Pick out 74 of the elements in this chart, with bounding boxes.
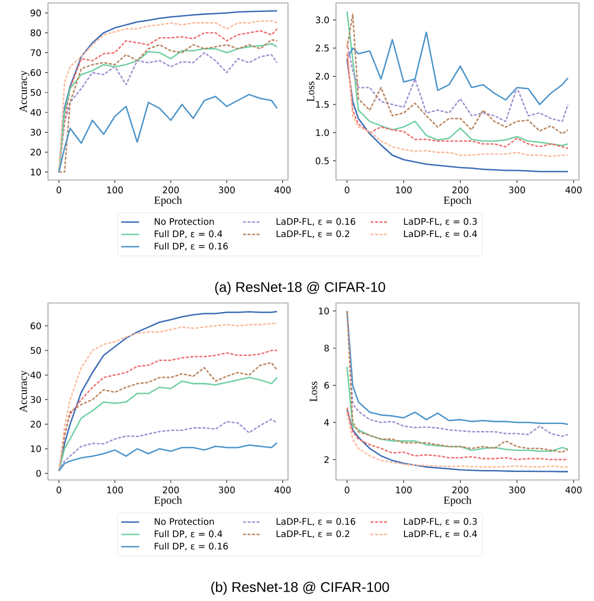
x-axis-title: Epoch [154, 196, 182, 206]
legend-label: LaDP-FL, ε = 0.3 [404, 218, 477, 226]
text: (a) ResNet-18 @ CIFAR-10 [215, 282, 386, 295]
y-tick-label: 40 [30, 108, 41, 116]
y-tick-label: 10 [31, 445, 41, 452]
x-tick-label: 400 [274, 486, 291, 494]
legend-label: LaDP-FL, ε = 0.2 [276, 230, 350, 238]
y-tick-label: 90 [30, 10, 41, 16]
y-tick-label: 0 [36, 470, 41, 477]
y-tick-label: 2.5 [316, 44, 329, 52]
y-axis-title: Accuracy [20, 70, 30, 112]
legend-label: LaDP-FL, ε = 0.16 [276, 218, 356, 226]
y-tick-label: 50 [30, 89, 41, 96]
legend-label: Full DP, ε = 0.16 [154, 242, 228, 250]
y-tick-label: 2.0 [316, 72, 329, 80]
x-tick-label: 400 [274, 186, 291, 194]
x-tick-label: 400 [565, 486, 582, 494]
y-tick-label: 8 [324, 344, 329, 352]
legend-label: LaDP-FL, ε = 0.4 [404, 530, 477, 538]
x-tick-label: 200 [162, 186, 179, 194]
line-series [58, 94, 278, 173]
y-tick-label: 60 [30, 322, 41, 330]
y-tick-label: 20 [30, 148, 41, 156]
y-tick-label: 1.0 [316, 129, 329, 136]
x-tick-label: 300 [509, 486, 525, 494]
x-tick-label: 100 [396, 186, 412, 194]
legend-label: LaDP-FL, ε = 0.16 [276, 518, 356, 526]
x-tick-label: 300 [509, 186, 525, 194]
text: (b) ResNet-18 @ CIFAR-100 [211, 582, 390, 595]
y-axis-title: Loss [307, 81, 314, 102]
y-tick-label: 30 [30, 396, 41, 404]
x-tick-label: 0 [56, 186, 62, 194]
y-axis-title: Accuracy [20, 370, 30, 412]
y-tick-label: 1.5 [316, 101, 329, 108]
x-tick-label: 400 [565, 186, 582, 194]
x-tick-label: 0 [344, 486, 350, 494]
line-series [58, 442, 278, 472]
x-axis-title: Epoch [444, 496, 472, 506]
x-tick-label: 300 [218, 186, 235, 194]
x-tick-label: 200 [452, 186, 468, 194]
y-tick-label: 80 [30, 29, 41, 36]
legend-label: Full DP, ε = 0.4 [154, 230, 222, 238]
x-tick-label: 300 [218, 486, 235, 494]
y-tick-label: 2 [324, 456, 329, 463]
y-tick-label: 30 [30, 128, 41, 136]
y-tick-label: 20 [30, 420, 41, 428]
x-tick-label: 0 [56, 486, 62, 494]
y-tick-label: 10 [319, 308, 329, 314]
x-axis-title: Epoch [154, 496, 182, 506]
y-tick-label: 10 [31, 168, 41, 176]
x-tick-label: 100 [396, 486, 412, 494]
line-series [346, 32, 569, 106]
y-tick-label: 50 [30, 347, 41, 354]
y-tick-label: 3.0 [316, 16, 329, 24]
legend-label: LaDP-FL, ε = 0.2 [276, 530, 350, 538]
x-tick-label: 200 [452, 486, 468, 494]
x-tick-label: 0 [344, 186, 350, 194]
x-tick-label: 100 [107, 486, 123, 494]
y-tick-label: 0.5 [316, 157, 329, 164]
legend-label: No Protection [154, 518, 214, 525]
y-tick-label: 70 [30, 49, 41, 56]
y-tick-label: 4 [324, 419, 329, 426]
legend-label: LaDP-FL, ε = 0.4 [404, 230, 477, 238]
legend-label: Full DP, ε = 0.4 [154, 530, 222, 538]
legend-label: No Protection [154, 218, 214, 225]
x-tick-label: 200 [162, 486, 179, 494]
legend-label: Full DP, ε = 0.16 [154, 542, 228, 550]
y-tick-label: 40 [30, 372, 41, 378]
y-tick-label: 6 [324, 382, 329, 389]
y-axis-title: Loss [310, 381, 318, 402]
y-tick-label: 60 [30, 69, 41, 76]
x-tick-label: 100 [107, 186, 123, 194]
x-axis-title: Epoch [444, 196, 472, 206]
legend-label: LaDP-FL, ε = 0.3 [404, 518, 477, 526]
